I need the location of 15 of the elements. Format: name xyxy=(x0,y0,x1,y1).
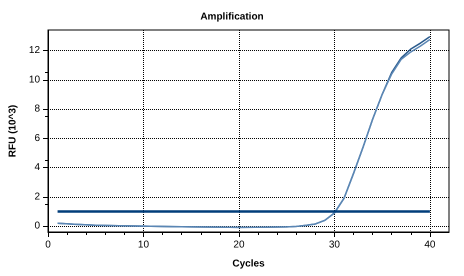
y-tick-label: 8 xyxy=(34,104,40,115)
y-axis-title: RFU (10^3) xyxy=(8,104,18,158)
x-tick-label: 40 xyxy=(424,240,436,250)
y-tick-label: 0 xyxy=(34,220,40,232)
x-tick-label: 0 xyxy=(45,240,52,250)
y-tick-label: 10 xyxy=(28,74,40,86)
x-tick-label: 20 xyxy=(233,240,245,250)
x-axis-title: Cycles xyxy=(232,258,266,270)
chart-title: Amplification xyxy=(200,12,264,22)
y-tick-label: 12 xyxy=(28,44,40,56)
y-tick-label: 6 xyxy=(34,132,40,144)
y-tick-label: 2 xyxy=(34,191,40,202)
x-tick-label: 10 xyxy=(138,240,150,250)
y-tick-label: 4 xyxy=(34,162,40,174)
x-tick-label: 30 xyxy=(328,240,340,250)
